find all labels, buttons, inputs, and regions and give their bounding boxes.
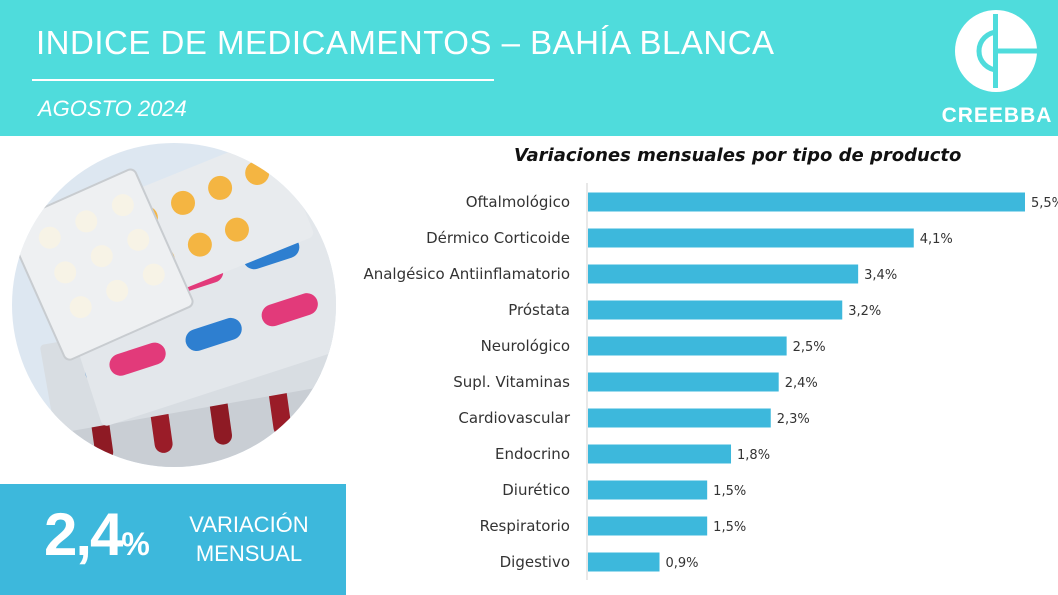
kpi-value: 2,4% [44, 500, 150, 569]
value-label: 1,5% [713, 484, 746, 499]
bar [588, 516, 708, 536]
category-label: Supl. Vitaminas [453, 373, 570, 391]
bar [588, 300, 843, 320]
bar [588, 264, 859, 284]
bar [588, 480, 708, 500]
kpi-unit: % [121, 526, 150, 562]
category-label: Próstata [508, 301, 570, 319]
category-label: Cardiovascular [458, 409, 570, 427]
header-banner [0, 0, 1058, 136]
page-title: INDICE DE MEDICAMENTOS – BAHÍA BLANCA [36, 24, 775, 61]
value-label: 2,3% [777, 412, 810, 427]
bar [588, 408, 771, 428]
category-label: Endocrino [495, 445, 570, 463]
value-label: 0,9% [666, 556, 699, 571]
logo-name: CREEBBA [941, 104, 1053, 127]
value-label: 3,2% [848, 304, 881, 319]
kpi-label-line1: VARIACIÓN [189, 512, 309, 537]
category-label: Dérmico Corticoide [426, 229, 570, 247]
value-label: 2,5% [793, 340, 826, 355]
value-label: 1,5% [713, 520, 746, 535]
page-subtitle: AGOSTO 2024 [38, 96, 187, 121]
creebba-logo-icon [955, 10, 1037, 92]
category-label: Diurético [502, 481, 570, 499]
kpi-label-line2: MENSUAL [195, 541, 303, 566]
bar [588, 372, 779, 392]
bar [588, 552, 660, 572]
value-label: 1,8% [737, 448, 770, 463]
title-underline [32, 79, 494, 81]
category-label: Respiratorio [480, 517, 570, 535]
bar [588, 444, 732, 464]
category-label: Analgésico Antiinflamatorio [363, 265, 570, 283]
category-label: Digestivo [500, 553, 570, 571]
medicine-pills-photo [12, 143, 336, 467]
category-label: Neurológico [481, 337, 570, 355]
kpi-label: VARIACIÓN MENSUAL [178, 510, 320, 568]
chart-title: Variaciones mensuales por tipo de produc… [514, 145, 962, 166]
value-label: 3,4% [864, 268, 897, 283]
bar [588, 336, 787, 356]
value-label: 5,5% [1031, 196, 1058, 211]
value-label: 4,1% [920, 232, 953, 247]
bar [588, 192, 1025, 212]
kpi-number: 2,4 [44, 501, 123, 568]
category-label: Oftalmológico [466, 193, 570, 211]
value-label: 2,4% [785, 376, 818, 391]
bar [588, 228, 914, 248]
kpi-box [0, 484, 346, 595]
